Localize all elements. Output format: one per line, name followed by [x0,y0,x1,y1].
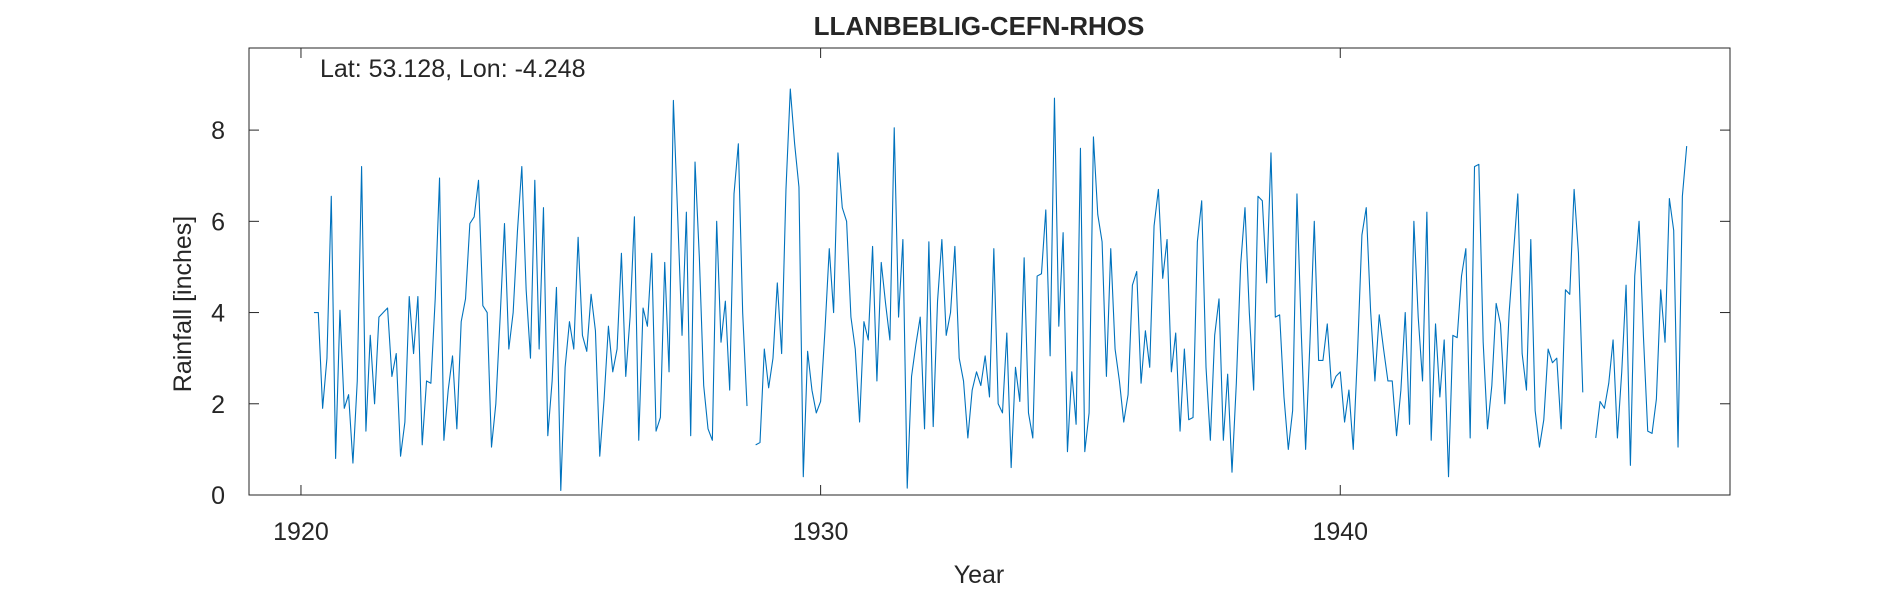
x-axis-label: Year [954,561,1005,589]
series-line [755,88,1584,489]
x-tick-label: 1930 [793,518,849,546]
x-tick-label: 1920 [273,518,329,546]
chart-title: LLANBEBLIG-CEFN-RHOS [814,11,1145,41]
y-tick-label: 8 [211,117,225,145]
y-tick-label: 2 [211,391,225,419]
y-tick-label: 6 [211,208,225,236]
axes-layer: 1920 1930 1940 0 2 4 6 8 [211,47,1731,546]
y-tick-label: 4 [211,300,225,328]
series-line [313,99,748,491]
x-tick-label: 1940 [1312,518,1368,546]
coordinates-annotation: Lat: 53.128, Lon: -4.248 [320,55,586,83]
y-axis-label: Rainfall [inches] [169,216,197,392]
series-line [1595,146,1688,466]
series-layer [313,88,1688,491]
y-tick-label: 0 [211,482,225,510]
plot-area-box [248,47,1731,496]
